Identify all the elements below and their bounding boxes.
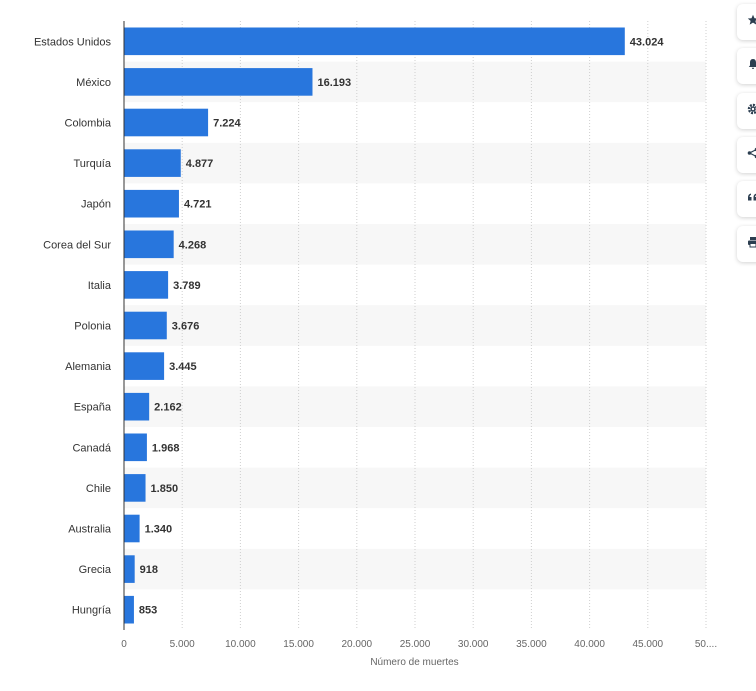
- category-label: Grecia: [79, 564, 112, 576]
- category-label: México: [76, 77, 111, 89]
- bars: [124, 27, 625, 624]
- category-labels: Estados Unidos México Colombia Turquía Japón…: [34, 36, 112, 616]
- printer-icon: [747, 235, 756, 253]
- print-button[interactable]: [737, 225, 756, 262]
- bell-icon: [747, 57, 756, 75]
- value-label: 7.224: [213, 118, 241, 130]
- share-icon: [747, 146, 756, 164]
- row-stripe: [124, 142, 706, 184]
- value-label: 4.721: [184, 199, 212, 211]
- value-label: 4.877: [186, 158, 214, 170]
- x-tick-label: 0: [121, 639, 127, 650]
- bar[interactable]: [124, 514, 140, 543]
- x-tick-label: 30.000: [458, 639, 489, 650]
- quote-icon: [747, 190, 756, 208]
- row-stripe: [124, 467, 706, 509]
- gridlines: [181, 21, 707, 630]
- value-label: 43.024: [630, 36, 665, 48]
- x-tick-label: 10.000: [225, 639, 256, 650]
- bar[interactable]: [124, 392, 150, 421]
- category-label: Turquía: [73, 158, 111, 170]
- row-stripe: [124, 224, 706, 265]
- category-label: Italia: [88, 280, 112, 292]
- category-label: Corea del Sur: [43, 239, 111, 251]
- bar[interactable]: [124, 108, 209, 137]
- value-label: 853: [139, 605, 157, 617]
- bar[interactable]: [124, 27, 625, 56]
- category-label: Japón: [81, 199, 111, 211]
- bar[interactable]: [124, 595, 134, 624]
- bar[interactable]: [124, 311, 167, 340]
- favorite-button[interactable]: [737, 4, 756, 40]
- x-tick-label: 5.000: [170, 639, 195, 650]
- value-label: 2.162: [154, 402, 182, 414]
- category-label: Estados Unidos: [34, 36, 112, 48]
- notification-button[interactable]: [737, 48, 756, 85]
- category-label: Polonia: [74, 321, 112, 333]
- x-tick-label: 45.000: [633, 639, 664, 650]
- value-label: 1.850: [151, 483, 179, 495]
- value-label: 3.676: [172, 321, 200, 333]
- x-tick-label: 40.000: [574, 639, 605, 650]
- category-label: Alemania: [65, 361, 112, 373]
- value-label: 16.193: [317, 77, 351, 89]
- citation-button[interactable]: [737, 181, 756, 218]
- bar[interactable]: [124, 149, 181, 177]
- bar[interactable]: [124, 271, 169, 299]
- category-label: Hungría: [72, 605, 112, 617]
- value-label: 3.445: [169, 361, 197, 373]
- category-label: Australia: [68, 524, 112, 536]
- star-icon: [747, 13, 756, 31]
- category-label: España: [74, 402, 112, 414]
- bar[interactable]: [124, 68, 313, 96]
- bar[interactable]: [124, 474, 146, 502]
- bar[interactable]: [124, 189, 179, 218]
- gear-icon: [747, 102, 756, 120]
- value-label: 1.968: [152, 442, 180, 454]
- value-label: 3.789: [173, 280, 201, 292]
- value-label: 918: [140, 564, 158, 576]
- bar[interactable]: [124, 352, 165, 380]
- x-tick-label: 15.000: [283, 639, 314, 650]
- row-stripe: [124, 548, 706, 590]
- value-label: 1.340: [145, 524, 173, 536]
- x-tick-label: 25.000: [400, 639, 431, 650]
- share-button[interactable]: [737, 136, 756, 173]
- bar[interactable]: [124, 433, 147, 462]
- value-labels: 43.024 16.193 7.224 4.877 4.721 4.268 3.789 3.6…: [139, 36, 664, 616]
- category-label: Canadá: [72, 442, 111, 454]
- x-axis-ticks: 0 5.000 10.000 15.000 20.000 25.000 30.000 35.0…: [121, 639, 717, 650]
- bar[interactable]: [124, 230, 174, 259]
- bar[interactable]: [124, 555, 135, 583]
- x-axis-title: Número de muertes: [370, 657, 458, 668]
- settings-button[interactable]: [737, 92, 756, 129]
- x-tick-label: 35.000: [516, 639, 547, 650]
- category-label: Colombia: [65, 118, 112, 130]
- bar-chart: Estados Unidos México Colombia Turquía Japón…: [34, 21, 717, 668]
- category-label: Chile: [86, 483, 111, 495]
- x-tick-label: 50....: [695, 639, 717, 650]
- x-tick-label: 20.000: [342, 639, 373, 650]
- value-label: 4.268: [179, 239, 207, 251]
